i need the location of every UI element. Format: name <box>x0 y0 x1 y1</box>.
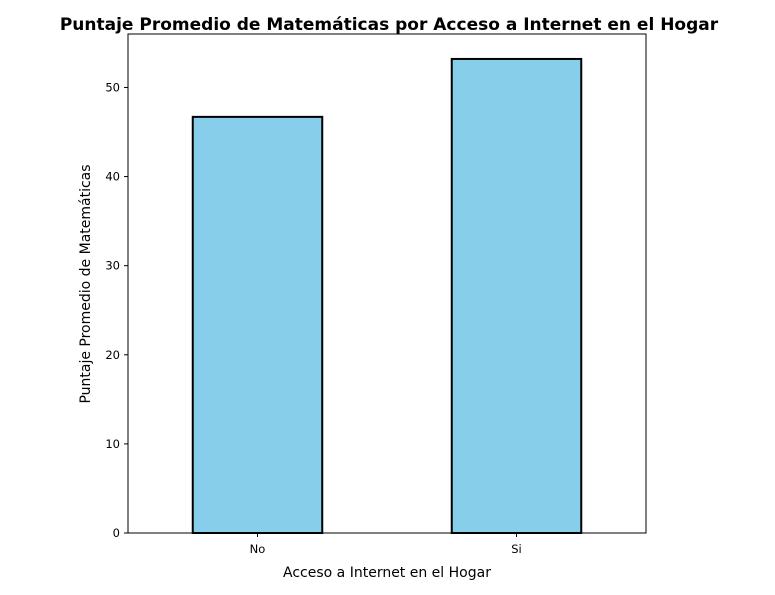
y-tick-label: 10 <box>105 437 120 451</box>
x-axis-ticks: No Si <box>250 533 522 556</box>
y-tick-label: 50 <box>105 80 120 94</box>
x-axis-label: Acceso a Internet en el Hogar <box>283 565 491 581</box>
y-axis-label: Puntaje Promedio de Matemáticas <box>78 164 94 403</box>
bar-no <box>191 115 324 535</box>
axes-frame <box>127 33 647 534</box>
y-tick-label: 40 <box>105 170 120 184</box>
x-tick-label: Si <box>511 542 522 556</box>
y-tick-label: 20 <box>105 348 120 362</box>
x-tick-label: No <box>250 542 266 556</box>
y-axis-ticks: 0 10 20 30 40 50 <box>105 80 128 540</box>
chart-title: Puntaje Promedio de Matemáticas por Acce… <box>60 15 719 35</box>
bar-si <box>450 57 583 534</box>
y-tick-label: 30 <box>105 259 120 273</box>
y-tick-label: 0 <box>113 526 120 540</box>
bars-layer <box>191 57 583 535</box>
